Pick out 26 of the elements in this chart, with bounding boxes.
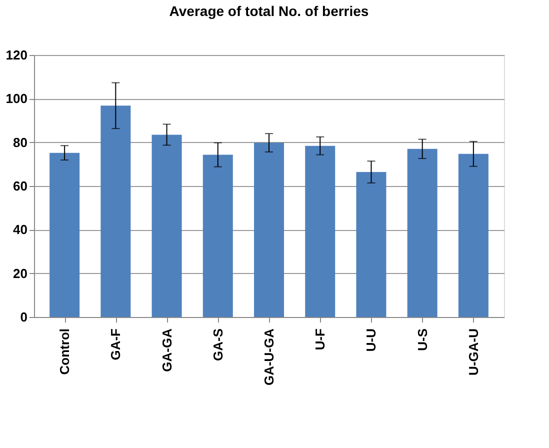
y-tick-label: 20 (13, 266, 28, 281)
bar (254, 142, 284, 317)
x-tick-label: GA-F (108, 328, 124, 360)
x-tick-label: U-F (312, 328, 328, 350)
bar (356, 172, 386, 317)
x-tick-label: Control (57, 328, 72, 375)
bar (458, 154, 488, 317)
y-tick-label: 80 (13, 134, 28, 150)
y-tick-label: 0 (20, 310, 28, 324)
y-tick-label: 100 (6, 91, 28, 106)
x-tick-label: GA-GA (159, 328, 174, 372)
chart-title: Average of total No. of berries (169, 3, 369, 19)
bar (50, 152, 80, 317)
y-tick-label: 40 (13, 222, 28, 238)
bar (407, 148, 438, 317)
bar (305, 146, 336, 317)
x-tick-label: U-GA-U (466, 328, 481, 376)
bar (100, 106, 131, 317)
x-tick-label: GA-U-GA (262, 328, 276, 386)
x-tick-label: U-U (364, 328, 379, 352)
x-tick-label: U-S (414, 328, 430, 351)
bar (152, 134, 182, 317)
y-tick-label: 60 (13, 178, 28, 194)
bar (202, 154, 233, 317)
y-tick-label: 120 (6, 48, 28, 62)
x-tick-label: GA-S (210, 328, 226, 361)
